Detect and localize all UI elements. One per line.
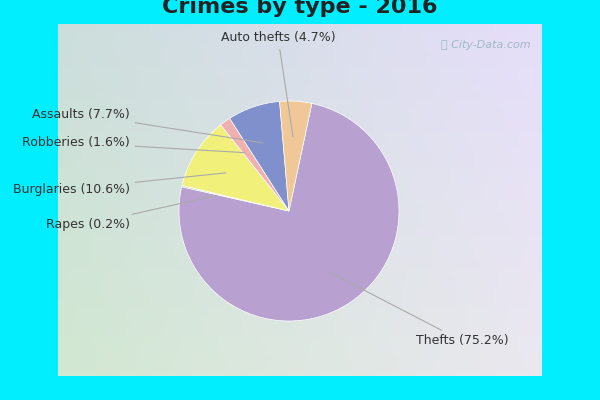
Wedge shape: [182, 125, 289, 211]
Text: Auto thefts (4.7%): Auto thefts (4.7%): [221, 31, 335, 137]
Text: Rapes (0.2%): Rapes (0.2%): [46, 196, 217, 231]
Text: Burglaries (10.6%): Burglaries (10.6%): [13, 173, 226, 196]
Text: ⓘ City-Data.com: ⓘ City-Data.com: [442, 40, 531, 50]
Text: Assaults (7.7%): Assaults (7.7%): [32, 108, 263, 143]
Wedge shape: [179, 104, 399, 321]
Wedge shape: [182, 186, 289, 211]
Title: Crimes by type - 2016: Crimes by type - 2016: [162, 0, 438, 17]
Text: Thefts (75.2%): Thefts (75.2%): [330, 272, 508, 347]
Wedge shape: [221, 118, 289, 211]
Wedge shape: [230, 102, 289, 211]
Text: Robberies (1.6%): Robberies (1.6%): [22, 136, 245, 153]
Wedge shape: [280, 101, 312, 211]
